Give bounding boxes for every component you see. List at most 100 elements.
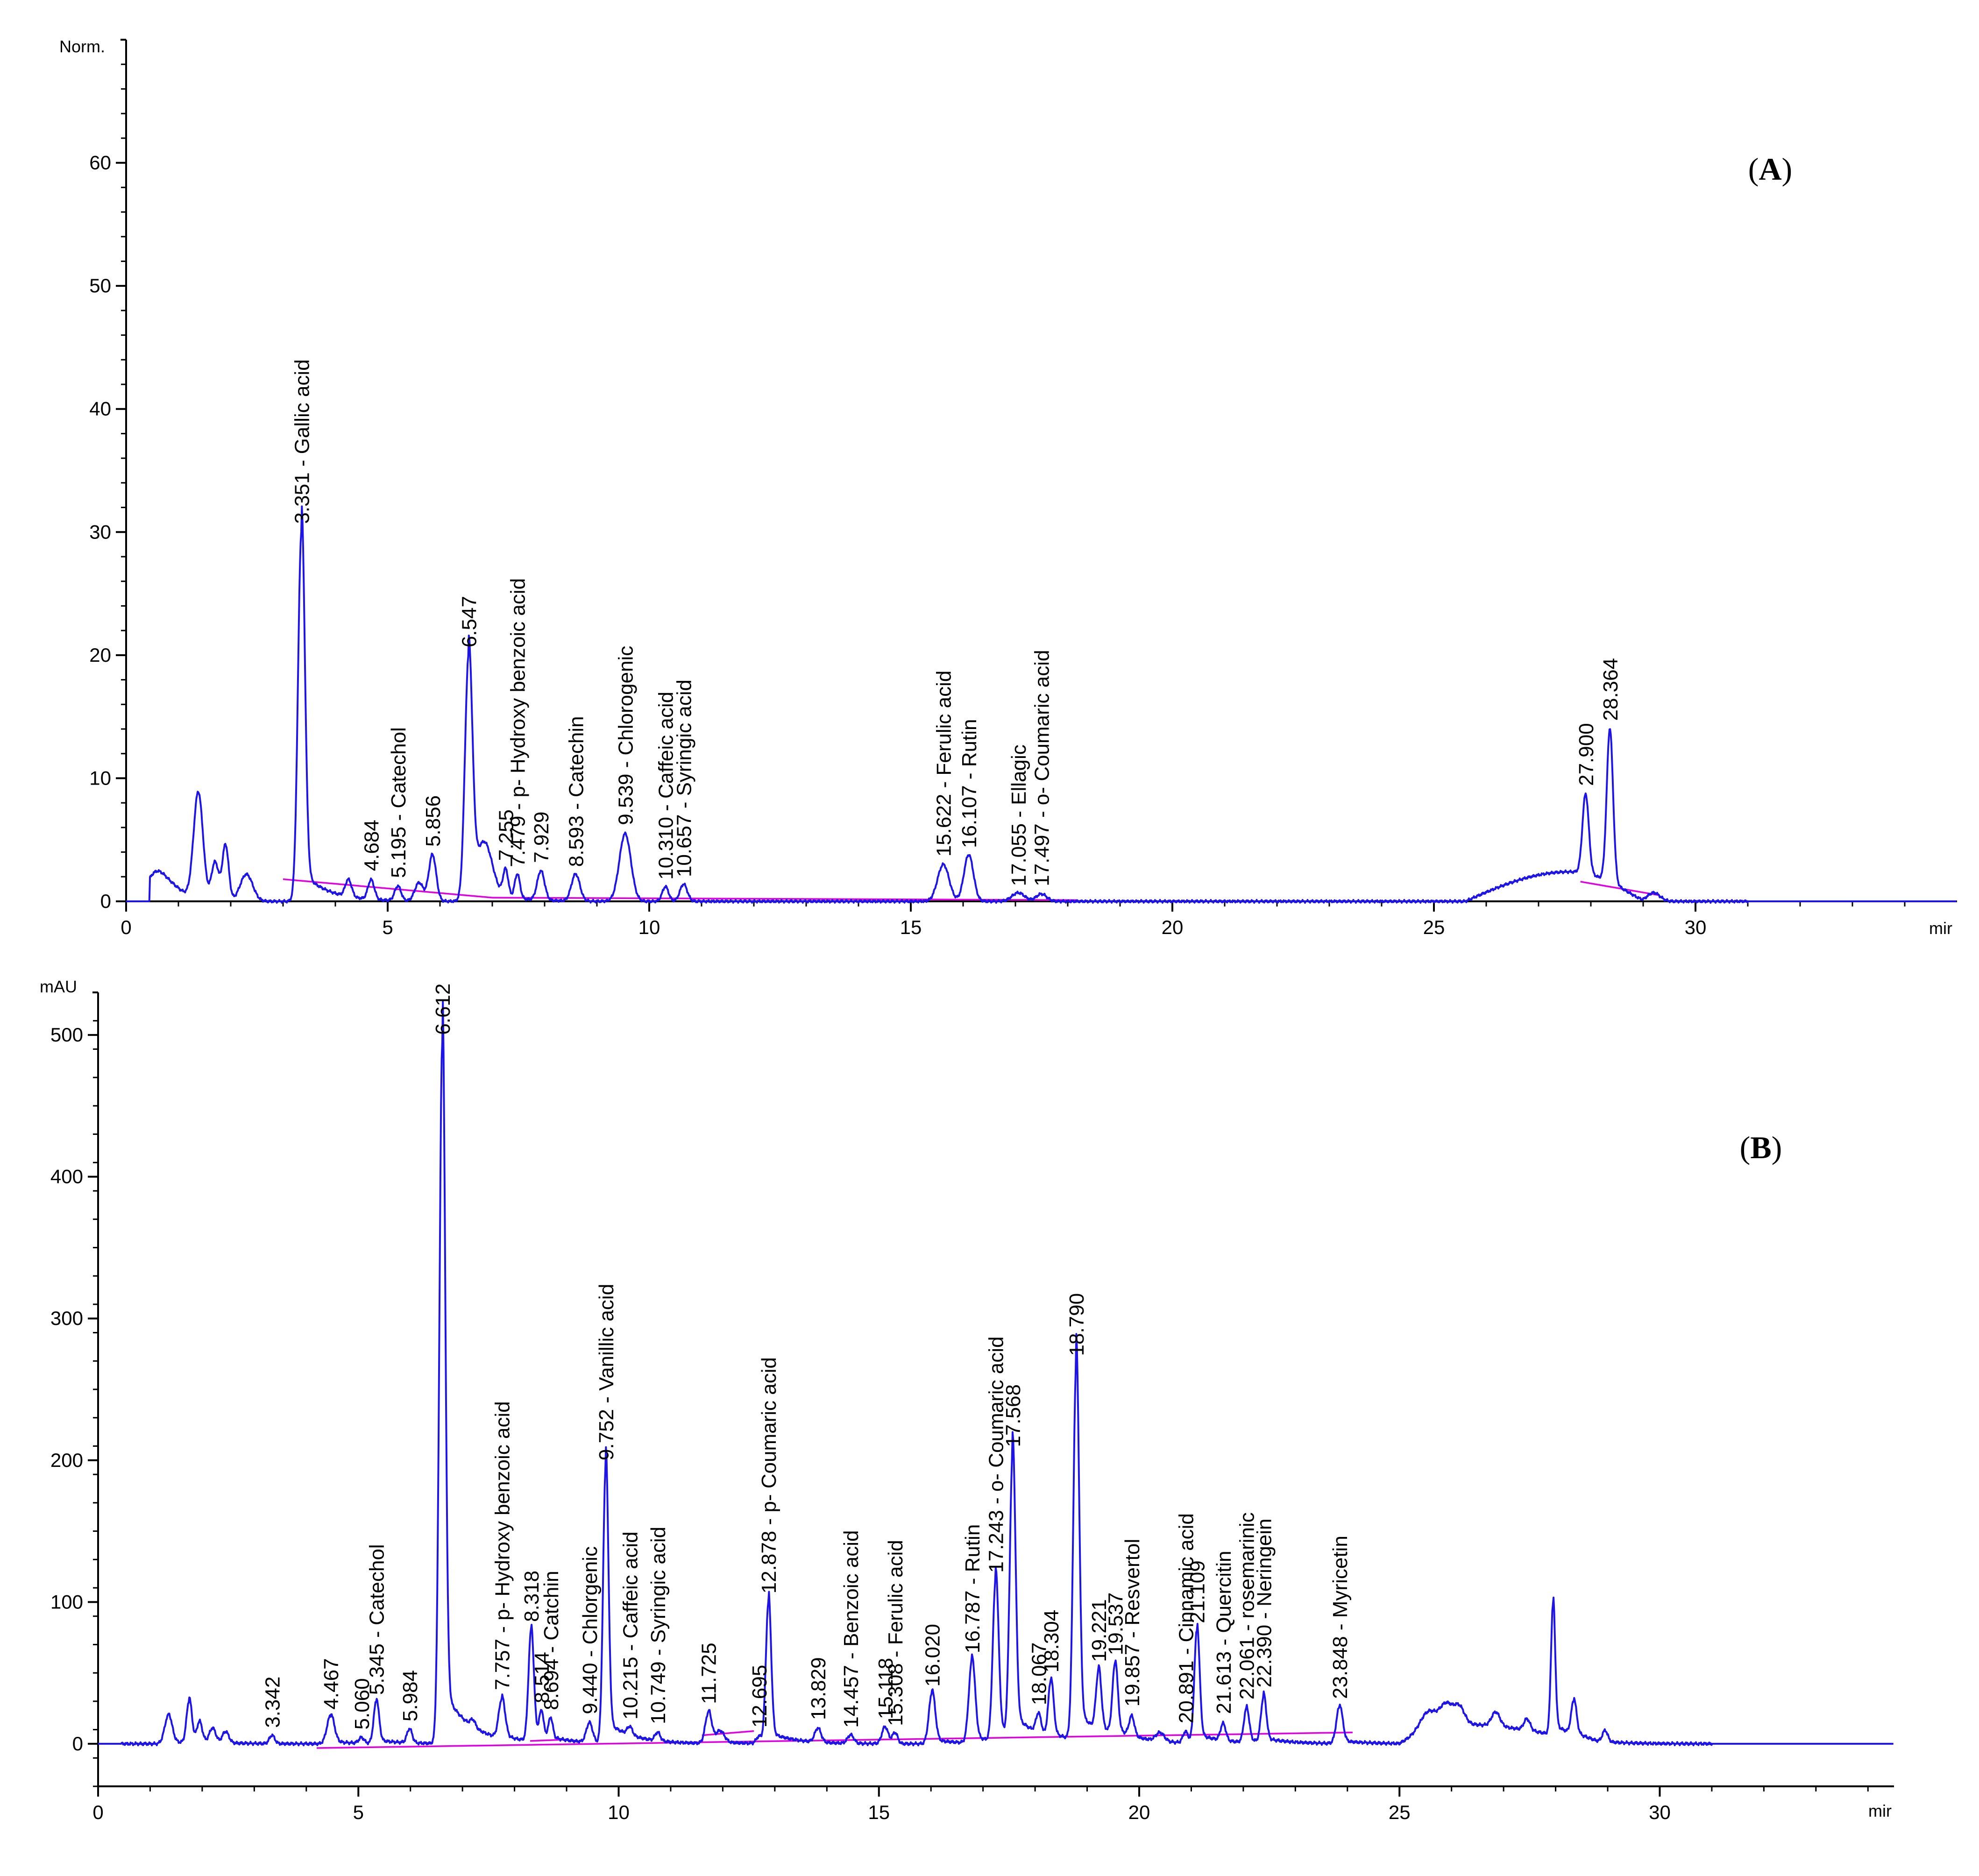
- panel-a-peak-label: 5.856: [422, 795, 445, 847]
- panel-b-peak-label: 14.457 - Benzoic acid: [840, 1530, 863, 1728]
- panel-a-peak-label: 8.593 - Catechin: [565, 716, 588, 867]
- panel-a-peak-label: 27.900: [1575, 723, 1598, 786]
- panel-b-y-tick-label: 400: [50, 1166, 83, 1188]
- panel-b-peak-label: 19.537: [1104, 1593, 1127, 1656]
- panel-b-peak-label: 5.060: [351, 1678, 374, 1729]
- panel-b-x-tick-label: 15: [868, 1801, 890, 1823]
- panel-a-peak-label: 7.479 - p- Hydroxy benzoic acid: [507, 578, 530, 867]
- panel-b-peak-label: 16.020: [921, 1624, 944, 1687]
- panel-b-peak-label: 18.790: [1065, 1293, 1088, 1356]
- panel-a-x-tick-label: 5: [382, 916, 393, 938]
- panel-a-y-tick-label: 10: [89, 767, 111, 789]
- panel-b-peak-label: 10.215 - Caffeic acid: [619, 1531, 642, 1720]
- panel-b-peak-label: 10.749 - Syringic acid: [647, 1527, 670, 1724]
- panel-a-y-tick-label: 0: [100, 890, 111, 912]
- panel-b-peak-label: 15.118: [874, 1658, 897, 1719]
- panel-a-axes: 0 10 20 30 40 50 60 0 5 10 15 20 25 30: [89, 39, 1957, 938]
- panel-b-y-tick-label: 0: [72, 1733, 83, 1755]
- panel-a-peak-label: 7.255: [495, 809, 518, 861]
- panel-b-peak-label: 8.514: [531, 1652, 553, 1703]
- panel-a-y-tick-label: 50: [89, 275, 111, 297]
- panel-b-peak-label: 8.318: [520, 1571, 543, 1622]
- panel-a-peak-label: 28.364: [1599, 658, 1622, 721]
- panel-b-peak-label: 5.345 - Catechol: [366, 1544, 389, 1695]
- panel-b-signal-trace: [98, 1001, 1894, 1747]
- panel-b-peak-label: 8.694 - Catchin: [540, 1571, 563, 1710]
- panel-b-axes: 0 100 200 300 400 500 0 5 10 15 20 25 30: [50, 991, 1894, 1823]
- panel-a-peak-label: 3.351 - Gallic acid: [291, 359, 313, 524]
- panel-b-tag: (B): [1740, 1130, 1782, 1165]
- panel-b-peak-label: 15.308 - Ferulic acid: [884, 1540, 907, 1726]
- panel-a-peak-label: 10.657 - Syringic acid: [673, 680, 696, 877]
- panel-b-x-unit-label: mir: [1868, 1801, 1892, 1820]
- panel-b-peak-label: 19.221: [1088, 1599, 1111, 1662]
- panel-a-x-unit-label: mir: [1929, 919, 1952, 938]
- panel-b-peak-label: 17.243 - o- Coumaric acid: [985, 1337, 1008, 1573]
- panel-b-y-unit-label: mAU: [40, 977, 77, 996]
- panel-b-peak-label: 3.342: [262, 1677, 284, 1728]
- panel-b-x-tick-label: 25: [1389, 1801, 1411, 1823]
- panel-b-x-tick-label: 30: [1649, 1801, 1671, 1823]
- panel-a-x-tick-label: 30: [1685, 916, 1707, 938]
- panel-b-x-tick-label: 20: [1128, 1801, 1150, 1823]
- panel-b-y-tick-label: 500: [50, 1024, 83, 1046]
- panel-a-integration-baseline: [283, 878, 493, 899]
- panel-a-y-tick-label: 30: [89, 521, 111, 543]
- panel-a-peak-label: 15.622 - Ferulic acid: [933, 671, 956, 857]
- panel-a-integration-baseline: [1580, 881, 1659, 896]
- panel-a-y-unit-label: Norm.: [59, 37, 105, 56]
- panel-b-y-tick-label: 100: [50, 1591, 83, 1613]
- panel-b-peak-label: 9.440 - Chlorgenic: [579, 1546, 602, 1714]
- panel-b-peak-label: 5.984: [399, 1670, 422, 1721]
- panel-a-peak-label: 17.055 - Ellagic: [1007, 744, 1030, 886]
- panel-a-x-tick-label: 15: [900, 916, 922, 938]
- panel-b-x-tick-label: 10: [608, 1801, 630, 1823]
- panel-a-peak-label: 7.929: [530, 812, 553, 863]
- panel-a-peak-label: 9.539 - Chlorogenic: [614, 646, 637, 825]
- panel-b-x-tick-label: 0: [92, 1801, 103, 1823]
- panel-b-peak-label: 12.878 - p- Coumaric acid: [758, 1357, 780, 1593]
- panel-b-peak-label: 6.612: [432, 984, 454, 1035]
- panel-b-peak-label: 7.757 - p- Hydroxy benzoic acid: [491, 1401, 514, 1690]
- panel-b-integration-baseline: [702, 1730, 754, 1736]
- panel-b-peak-label: 19.857 - Resvertol: [1121, 1539, 1144, 1707]
- panel-b-tag-letter: B: [1750, 1130, 1771, 1165]
- panel-a-peak-label: 4.684: [361, 820, 383, 871]
- panel-a-peak-label: 10.310 - Caffeic acid: [655, 692, 678, 880]
- panel-a-x-tick-label: 10: [638, 916, 660, 938]
- panel-a-signal-trace: [126, 505, 1957, 904]
- panel-a-tag-letter: A: [1759, 151, 1781, 187]
- panel-b-peak-label: 22.061 - rosemarinic: [1236, 1512, 1259, 1699]
- panel-a-y-tick-label: 60: [89, 152, 111, 174]
- panel-b-x-tick-label: 5: [353, 1801, 364, 1823]
- panel-a-y-tick-label: 20: [89, 644, 111, 666]
- panel-b-integration-baseline: [317, 1731, 1353, 1749]
- panel-b-peak-label: 18.304: [1040, 1610, 1063, 1673]
- panel-a-x-tick-label: 20: [1162, 916, 1184, 938]
- panel-a-peak-label: 17.497 - o- Coumaric acid: [1031, 650, 1054, 886]
- panel-b-peak-label: 12.695: [748, 1665, 771, 1728]
- panel-a-tag: (A): [1748, 151, 1792, 187]
- panel-a-y-tick-label: 40: [89, 398, 111, 420]
- panel-b-peak-label: 20.891 - Cinnamic acid: [1175, 1513, 1198, 1723]
- panel-b-y-tick-label: 300: [50, 1307, 83, 1329]
- panel-b-peak-label: 18.067: [1028, 1642, 1051, 1706]
- panel-a-x-tick-label: 0: [121, 916, 131, 938]
- panel-b-peak-label: 21.109: [1186, 1560, 1209, 1623]
- panel-b-peak-label: 11.725: [698, 1642, 721, 1704]
- panel-b-peak-label: 13.829: [807, 1657, 830, 1720]
- panel-a-plot: 3.351 - Gallic acid 4.684 5.195 - Catechol…: [126, 359, 1957, 904]
- panel-a-peak-label: 16.107 - Rutin: [958, 719, 981, 848]
- panel-a-peak-label: 5.195 - Catechol: [387, 727, 410, 878]
- panel-b-peak-label: 9.752 - Vanillic acid: [595, 1284, 618, 1460]
- panel-b-peak-label: 17.568: [1002, 1384, 1025, 1447]
- panel-b-peak-label: 4.467: [320, 1658, 343, 1709]
- panel-b-peak-label: 22.390 - Neringein: [1253, 1518, 1276, 1687]
- panel-a-x-tick-label: 25: [1423, 916, 1445, 938]
- panel-b-peak-label: 16.787 - Rutin: [961, 1524, 984, 1653]
- panel-b-y-tick-label: 200: [50, 1449, 83, 1471]
